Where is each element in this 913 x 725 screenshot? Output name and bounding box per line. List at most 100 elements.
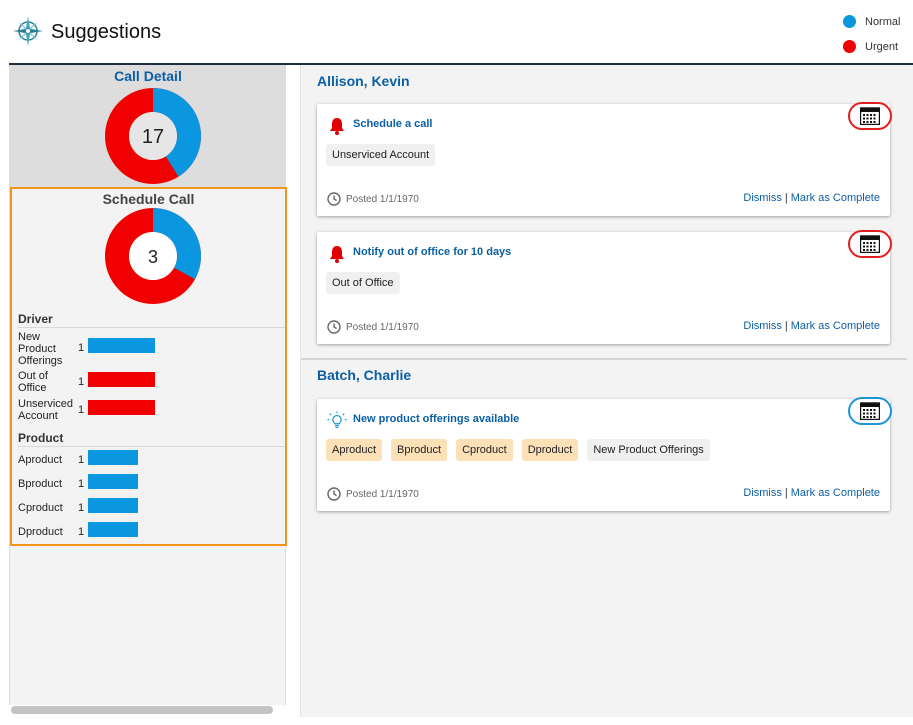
driver-row-count: 1 <box>78 342 85 354</box>
dismiss-link[interactable]: Dismiss <box>743 487 782 499</box>
driver-row-label: Out of Office <box>18 370 48 394</box>
tag-list: Aproduct Bproduct Cproduct Dproduct New … <box>326 439 719 461</box>
suggestions-list: Allison, Kevin Schedule a call Unservice… <box>300 65 913 717</box>
product-row-count: 1 <box>78 502 85 514</box>
product-row-count: 1 <box>78 478 85 490</box>
driver-row-label: New Product Offerings <box>18 331 63 367</box>
product-bar-aproduct[interactable] <box>88 450 138 465</box>
group-title-allison-kevin[interactable]: Allison, Kevin <box>317 73 410 89</box>
group-title-batch-charlie[interactable]: Batch, Charlie <box>317 367 412 383</box>
calendar-icon <box>860 107 880 125</box>
product-row-label: Dproduct <box>18 526 63 538</box>
driver-row-count: 1 <box>78 376 85 388</box>
schedule-calendar-button[interactable] <box>848 397 892 425</box>
posted-date-text: Posted 1/1/1970 <box>346 193 419 205</box>
tag-list: Out of Office <box>326 272 409 294</box>
product-bar-cproduct[interactable] <box>88 498 138 513</box>
action-separator: | <box>784 320 788 332</box>
call-detail-panel[interactable]: Call Detail 17 <box>10 65 286 187</box>
posted-date: Posted 1/1/1970 <box>327 320 419 334</box>
call-detail-total: 17 <box>142 126 164 148</box>
tag-list: Unserviced Account <box>326 144 444 166</box>
suggestion-title[interactable]: Notify out of office for 10 days <box>353 246 512 258</box>
donut-segment-normal <box>105 208 201 304</box>
schedule-calendar-button[interactable] <box>848 102 892 130</box>
suggestion-card[interactable]: Notify out of office for 10 days Out of … <box>317 230 892 344</box>
header-divider <box>9 63 913 65</box>
calendar-icon <box>860 402 880 420</box>
mark-complete-link[interactable]: Mark as Complete <box>790 487 880 499</box>
section-divider <box>18 327 285 328</box>
legend-item-normal: Normal <box>843 9 901 34</box>
mark-complete-link[interactable]: Mark as Complete <box>790 320 880 332</box>
calendar-icon <box>860 235 880 253</box>
legend-label: Normal <box>865 15 901 28</box>
donut-center <box>129 232 177 280</box>
posted-date-text: Posted 1/1/1970 <box>346 321 419 333</box>
schedule-call-total: 3 <box>148 247 158 267</box>
posted-date: Posted 1/1/1970 <box>327 192 419 206</box>
driver-row-count: 1 <box>78 404 85 416</box>
driver-section-label: Driver <box>18 312 53 326</box>
call-detail-donut-chart[interactable]: 17 <box>105 88 201 184</box>
clock-icon <box>327 192 341 206</box>
product-tag: Aproduct <box>326 439 383 461</box>
product-row-count: 1 <box>78 526 85 538</box>
bell-icon <box>330 246 344 263</box>
legend-item-urgent: Urgent <box>843 34 899 59</box>
suggestion-card[interactable]: New product offerings available Aproduct… <box>317 397 892 511</box>
driver-bar-out-of-office[interactable] <box>88 372 155 387</box>
dismiss-link[interactable]: Dismiss <box>743 320 782 332</box>
page-title: Suggestions <box>51 21 162 43</box>
urgent-dot-icon <box>843 40 856 53</box>
normal-dot-icon <box>843 15 856 28</box>
clock-icon <box>327 320 341 334</box>
sidebar-horizontal-scrollbar[interactable] <box>11 706 273 714</box>
mark-complete-link[interactable]: Mark as Complete <box>790 192 880 204</box>
section-divider <box>18 446 285 447</box>
product-bar-bproduct[interactable] <box>88 474 138 489</box>
posted-date-text: Posted 1/1/1970 <box>346 488 419 500</box>
posted-date: Posted 1/1/1970 <box>327 487 419 501</box>
driver-bar-new-product-offerings[interactable] <box>88 338 155 353</box>
driver-tag: Unserviced Account <box>326 144 436 166</box>
legend: Normal Urgent <box>843 9 901 59</box>
product-section-label: Product <box>18 431 64 445</box>
app-header: Suggestions Normal Urgent <box>0 0 913 64</box>
driver-bar-unserviced-account[interactable] <box>88 400 155 415</box>
legend-label: Urgent <box>865 40 899 53</box>
card-actions: Dismiss | Mark as Complete <box>743 320 880 332</box>
card-actions: Dismiss | Mark as Complete <box>743 192 880 204</box>
product-tag: Cproduct <box>456 439 513 461</box>
driver-tag: Out of Office <box>326 272 400 294</box>
donut-segment-normal <box>105 88 201 184</box>
clock-icon <box>327 487 341 501</box>
action-separator: | <box>784 192 788 204</box>
product-row-label: Cproduct <box>18 502 63 514</box>
dismiss-link[interactable]: Dismiss <box>743 192 782 204</box>
schedule-call-panel[interactable]: Schedule Call 3 Driver New Product Offer… <box>10 187 287 546</box>
action-separator: | <box>784 487 788 499</box>
card-actions: Dismiss | Mark as Complete <box>743 487 880 499</box>
suggestion-title[interactable]: Schedule a call <box>353 118 433 130</box>
product-row-label: Bproduct <box>18 478 63 490</box>
product-tag: Dproduct <box>521 439 579 461</box>
schedule-calendar-button[interactable] <box>848 230 892 258</box>
bell-icon <box>330 118 344 135</box>
product-tag: Bproduct <box>391 439 448 461</box>
donut-center <box>129 112 177 160</box>
compass-rose-icon <box>13 16 43 46</box>
product-row-label: Aproduct <box>18 454 63 466</box>
schedule-call-title: Schedule Call <box>102 191 195 207</box>
call-detail-title: Call Detail <box>114 68 182 84</box>
summary-sidebar: Call Detail 17 Schedule Call 3 Driver Ne… <box>9 65 287 705</box>
driver-tag: New Product Offerings <box>587 439 710 461</box>
group-divider <box>301 358 907 360</box>
product-bar-dproduct[interactable] <box>88 522 138 537</box>
suggestion-card[interactable]: Schedule a call Unserviced Account Poste… <box>317 102 892 216</box>
product-row-count: 1 <box>78 454 85 466</box>
lightbulb-icon <box>327 411 347 428</box>
schedule-call-donut-chart[interactable]: 3 <box>105 208 201 304</box>
suggestion-title[interactable]: New product offerings available <box>353 413 520 425</box>
driver-row-label: Unserviced Account <box>18 398 74 422</box>
